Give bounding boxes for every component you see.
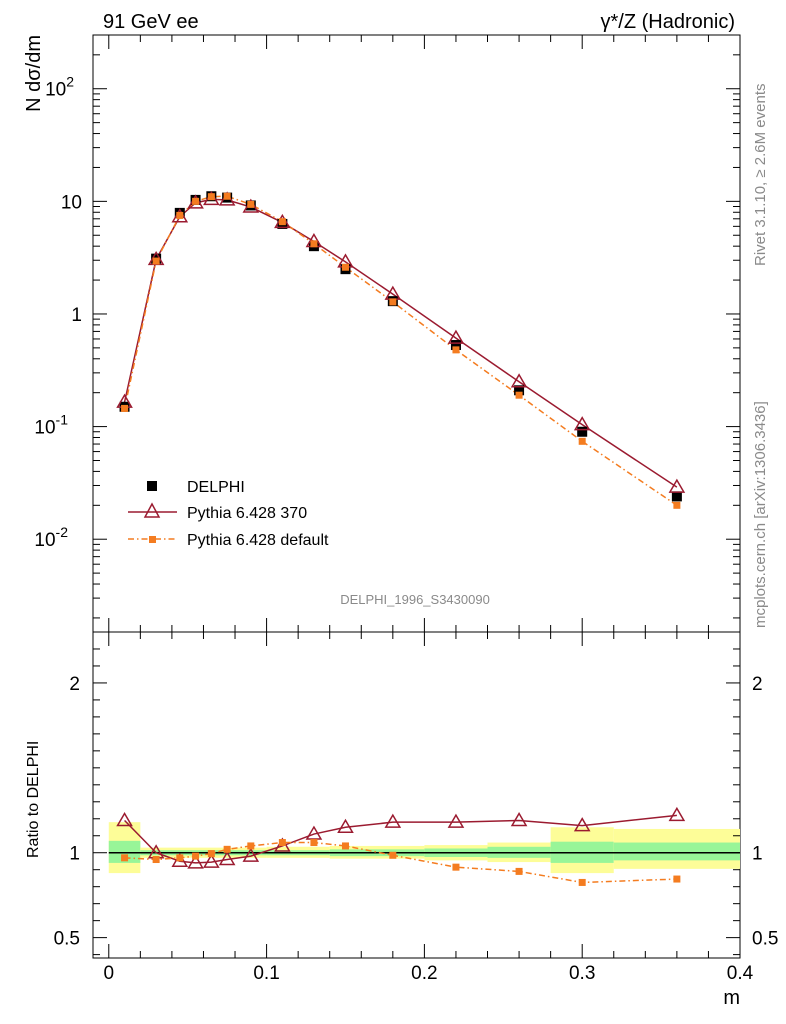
axes-ticks: 0 0.1 0.2 0.3 0.4 10-2 10-1 1 10 102 0.5 0.5 1 1 2 2 <box>34 34 778 984</box>
ratio-y-axis-title: Ratio to DELPHI <box>25 741 42 858</box>
ratio-pythia370-point <box>116 811 133 827</box>
left-title: 91 GeV ee <box>103 11 199 33</box>
pythia-default-point <box>207 193 215 201</box>
legend-default-marker <box>149 536 156 543</box>
ratio-pythia370-point <box>510 811 528 827</box>
ratio-pythia-default-point <box>207 850 215 858</box>
y-tick-label: 102 <box>45 74 74 101</box>
ratio-pythia370-point <box>337 818 354 834</box>
ratio-pythia370-point <box>668 806 686 822</box>
y-tick-label: 1 <box>71 305 82 326</box>
pythia370-point <box>573 416 591 431</box>
ratio-uncertainty-bands <box>108 822 740 874</box>
legend-pythia370-label: Pythia 6.428 370 <box>187 505 307 522</box>
pythia-default-point <box>121 404 129 412</box>
ratio-panel-frame <box>92 631 741 959</box>
legend-delphi-marker <box>147 481 157 491</box>
pythia-default-point <box>247 200 255 208</box>
ratio-y-tick-label: 1 <box>69 844 80 865</box>
legend: DELPHI Pythia 6.428 370 Pythia 6.428 def… <box>128 479 329 549</box>
pythia-default-point <box>176 211 184 219</box>
ratio-pythia370-point <box>187 854 204 869</box>
y-tick-label: 10 <box>61 192 82 213</box>
ratio-band-green <box>613 842 740 861</box>
pythia-default-point <box>192 197 200 205</box>
x-axis-title: m <box>723 987 740 1009</box>
pythia-default-point <box>341 263 349 271</box>
pythia370-line <box>123 198 678 488</box>
ratio-pythia-default-point <box>176 854 184 862</box>
ratio-pythia-default-point <box>452 863 460 871</box>
pythia-default-point <box>673 501 681 509</box>
ratio-pythia370-point <box>384 813 402 828</box>
x-tick-label: 0.2 <box>411 963 437 984</box>
ratio-pythia-default-point <box>341 842 349 850</box>
y-tick-label: 10-1 <box>34 412 68 439</box>
delphi-point <box>514 385 525 396</box>
ratio-band-green <box>108 840 141 863</box>
pythia-default-point <box>152 257 160 265</box>
pythia-default-point <box>223 192 231 200</box>
ratio-pythia370-point <box>573 817 591 832</box>
ratio-pythia-default-point <box>152 856 160 864</box>
delphi-point <box>577 426 588 437</box>
delphi-point <box>671 491 682 502</box>
right-title: γ*/Z (Hadronic) <box>601 11 735 33</box>
ratio-y-tick-label: 0.5 <box>54 929 80 950</box>
pythia-default-point <box>452 346 460 354</box>
ratio-y-tick-label-right: 0.5 <box>752 929 778 950</box>
ratio-pythia370-point <box>242 847 260 862</box>
ratio-pythia-default-point <box>389 851 397 859</box>
rivet-version-text: Rivet 3.1.10, ≥ 2.6M events <box>752 84 769 267</box>
ratio-y-tick-label: 2 <box>69 674 80 695</box>
data-markers <box>116 190 686 886</box>
ratio-y-tick-label-right: 2 <box>752 674 763 695</box>
pythia-default-point <box>278 218 286 226</box>
delphi-point <box>450 340 461 351</box>
legend-delphi-label: DELPHI <box>187 479 245 496</box>
ratio-pythia-default-point <box>578 878 586 886</box>
ratio-pythia-default-point <box>278 839 286 847</box>
pythia-default-point <box>578 437 586 445</box>
pythia-default-point <box>389 298 397 306</box>
ratio-y-tick-label-right: 1 <box>752 844 763 865</box>
pythia370-point <box>447 329 465 344</box>
ratio-pythia-default-point <box>223 845 231 853</box>
legend-default-label: Pythia 6.428 default <box>187 532 329 549</box>
pythia-default-point <box>515 391 523 399</box>
ratio-pythia-default-point <box>121 854 129 862</box>
legend-pythia370-marker <box>143 502 161 518</box>
pythia-default-point <box>310 240 318 248</box>
y-tick-label: 10-2 <box>34 524 68 551</box>
main-y-axis-title: N dσ/dm <box>23 35 45 112</box>
pythia-default-line <box>123 195 678 506</box>
x-tick-label: 0.4 <box>727 963 754 984</box>
ratio-pythia370-point <box>447 813 465 828</box>
ratio-pythia370-point <box>218 851 236 866</box>
ratio-pythia-default-point <box>192 852 200 860</box>
ratio-pythia370-point <box>203 853 220 868</box>
pythia370-point <box>510 373 528 388</box>
x-tick-label: 0.1 <box>253 963 279 984</box>
ratio-pythia-default-point <box>673 875 681 883</box>
ratio-pythia-default-point <box>515 867 523 875</box>
ratio-pythia-default-point <box>310 839 318 847</box>
x-tick-label: 0 <box>103 963 114 984</box>
analysis-tag: DELPHI_1996_S3430090 <box>340 592 490 607</box>
pythia370-point <box>668 478 686 493</box>
ratio-pythia-default-point <box>247 842 255 850</box>
x-tick-label: 0.3 <box>569 963 595 984</box>
mcplots-text: mcplots.cern.ch [arXiv:1306.3436] <box>752 401 769 628</box>
